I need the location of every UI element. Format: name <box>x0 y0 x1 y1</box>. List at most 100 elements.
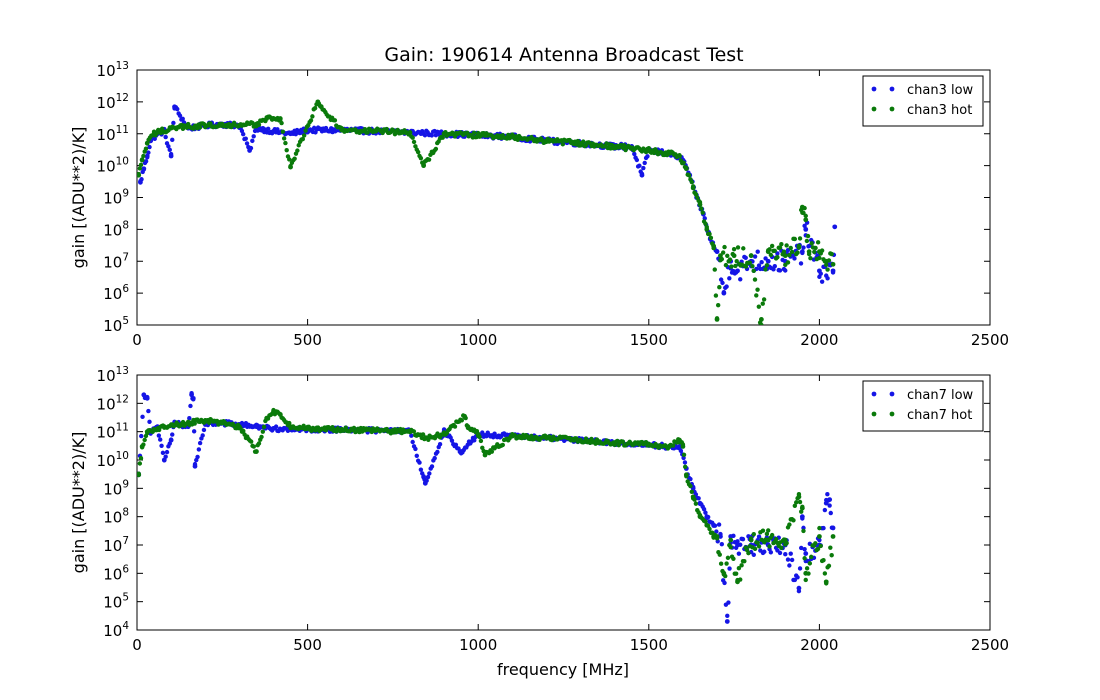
data-point <box>823 258 829 264</box>
data-point <box>351 425 357 431</box>
data-point <box>751 552 756 557</box>
data-point <box>301 423 306 428</box>
data-point <box>138 179 143 185</box>
data-point <box>452 424 458 429</box>
data-point <box>339 427 345 432</box>
data-point <box>795 250 800 255</box>
data-point <box>807 561 813 566</box>
data-point <box>681 160 686 165</box>
data-point <box>472 438 477 443</box>
data-point <box>682 460 688 465</box>
data-point <box>719 256 725 262</box>
data-point <box>721 570 727 576</box>
x-tick-label: 2500 <box>971 331 1009 349</box>
data-point <box>750 263 755 269</box>
data-point <box>158 437 163 442</box>
data-point <box>251 444 256 449</box>
x-tick-label: 1000 <box>459 331 497 349</box>
data-point <box>803 577 808 583</box>
data-point <box>500 442 505 448</box>
data-point <box>170 432 175 437</box>
data-point <box>646 442 652 447</box>
data-point <box>142 437 147 443</box>
data-point <box>809 554 814 560</box>
data-point <box>697 514 703 520</box>
data-point <box>724 619 730 624</box>
data-point <box>783 268 788 273</box>
legend-label: chan7 low <box>907 388 974 403</box>
data-point <box>295 148 300 153</box>
data-point <box>411 139 417 145</box>
data-point <box>725 253 730 258</box>
data-point <box>819 279 825 284</box>
data-point <box>722 580 727 586</box>
data-point <box>677 444 682 449</box>
data-point <box>817 534 822 539</box>
data-point <box>202 123 208 129</box>
data-point <box>788 245 793 251</box>
data-point <box>240 131 246 137</box>
y-tick-label: 1013 <box>97 60 129 80</box>
data-point <box>395 127 400 133</box>
data-point <box>465 424 471 430</box>
y-tick-label: 109 <box>103 188 129 208</box>
data-point <box>301 133 307 138</box>
x-axis-label: frequency [MHz] <box>497 660 629 679</box>
data-point <box>721 290 727 296</box>
data-point <box>703 510 708 515</box>
data-point <box>168 437 174 443</box>
data-point <box>413 144 418 149</box>
legend-marker <box>889 106 895 112</box>
data-point <box>712 267 717 272</box>
data-point <box>829 251 834 257</box>
data-point <box>704 522 710 528</box>
data-point <box>440 135 445 140</box>
data-point <box>711 243 717 249</box>
data-point <box>139 157 145 163</box>
y-tick-label: 107 <box>103 535 129 555</box>
data-point <box>140 414 145 420</box>
data-point <box>715 302 721 308</box>
data-point <box>137 472 142 478</box>
data-point <box>734 258 739 264</box>
data-point <box>823 579 829 585</box>
data-point <box>642 160 647 166</box>
data-point <box>175 422 181 427</box>
data-point <box>663 150 669 156</box>
data-point <box>409 433 414 438</box>
data-point <box>152 136 157 142</box>
data-point <box>166 144 171 149</box>
data-point <box>825 276 830 281</box>
data-point <box>825 267 830 272</box>
y-tick-label: 108 <box>103 219 129 239</box>
data-point <box>787 522 792 527</box>
data-point <box>167 147 172 153</box>
data-point <box>678 448 684 454</box>
data-point <box>248 439 254 444</box>
data-point <box>172 104 177 110</box>
data-point <box>830 268 836 274</box>
data-point <box>787 252 792 258</box>
data-point <box>736 551 742 556</box>
data-point <box>489 449 495 454</box>
x-tick-label: 0 <box>132 331 142 349</box>
data-point <box>756 304 762 309</box>
data-point <box>817 255 822 261</box>
data-point <box>830 261 836 267</box>
data-point <box>137 461 143 466</box>
data-point <box>718 253 723 259</box>
plot-frame <box>136 374 991 631</box>
data-point <box>799 204 805 210</box>
data-point <box>191 429 197 434</box>
data-point <box>755 249 760 254</box>
data-point <box>422 133 428 138</box>
data-point <box>760 301 765 306</box>
data-point <box>681 452 687 457</box>
data-point <box>138 455 144 461</box>
data-point <box>418 156 424 161</box>
data-point <box>755 540 760 545</box>
data-point <box>163 134 168 140</box>
data-point <box>689 179 694 185</box>
data-point <box>777 550 783 556</box>
data-point <box>159 443 164 448</box>
